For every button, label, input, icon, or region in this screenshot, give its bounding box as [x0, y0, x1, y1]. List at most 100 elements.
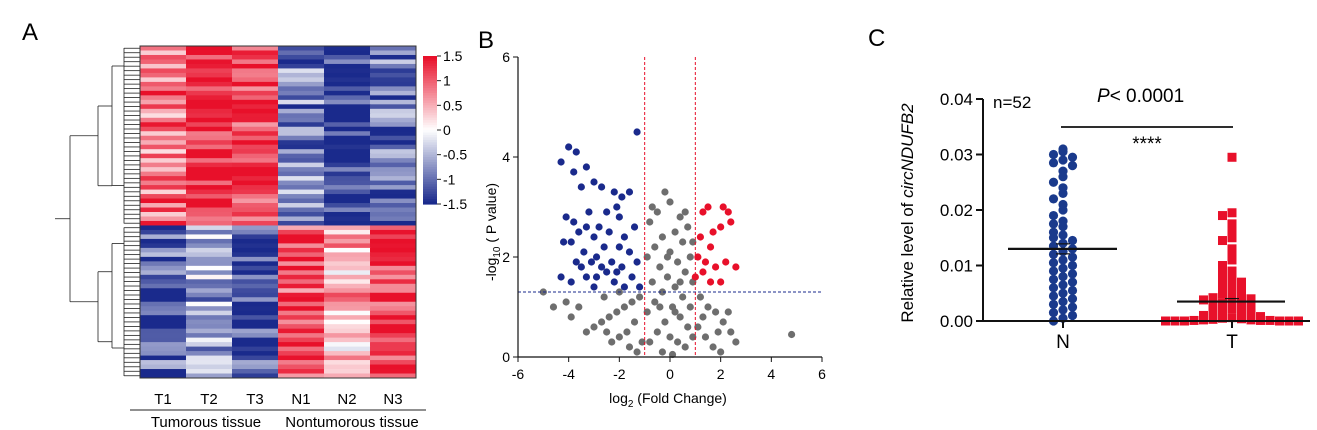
- colorbar-segment: [423, 90, 437, 94]
- heatmap-cell: [186, 153, 233, 159]
- dot-point-N: [1067, 294, 1078, 304]
- heatmap-cell: [186, 194, 233, 200]
- heatmap-cell: [324, 86, 371, 92]
- heatmap-cell: [370, 180, 417, 186]
- heatmap-cell: [186, 158, 233, 164]
- heatmap-cell: [232, 225, 279, 231]
- heatmap-cell: [140, 194, 187, 200]
- volcano-point-down: [610, 278, 618, 286]
- heatmap-cell: [278, 194, 325, 200]
- heatmap-cell: [140, 310, 187, 316]
- dot-point-T: [1246, 294, 1256, 304]
- volcano-point-up: [706, 243, 715, 251]
- dotplot-panel: 0.00 0.01 0.02 0.03 0.04 N T Relative level of …: [898, 86, 1310, 353]
- heatmap-cell: [140, 342, 187, 348]
- dot-point-N: [1048, 158, 1059, 168]
- heatmap-cell: [324, 140, 371, 146]
- heatmap-cell: [186, 373, 233, 379]
- dot-point-T: [1227, 255, 1237, 265]
- heatmap-cell: [278, 198, 325, 204]
- heatmap-cell: [140, 104, 187, 110]
- heatmap-cell: [278, 86, 325, 92]
- heatmap-cell: [232, 301, 279, 307]
- colorbar-segment: [423, 78, 437, 82]
- heatmap-cell: [140, 72, 187, 78]
- heatmap-cell: [140, 315, 187, 321]
- volcano-point-down: [590, 233, 598, 241]
- heatmap-cell: [278, 288, 325, 294]
- heatmap-cell: [278, 247, 325, 253]
- heatmap-cell: [232, 153, 279, 159]
- heatmap-cell: [232, 315, 279, 321]
- dotplot-points: [1048, 144, 1303, 326]
- colorbar-segment: [423, 125, 437, 129]
- heatmap-cell: [324, 288, 371, 294]
- colorbar-segment: [423, 199, 437, 203]
- heatmap-cell: [232, 234, 279, 240]
- heatmap-cell: [186, 81, 233, 87]
- volcano-point-up: [709, 228, 717, 236]
- heatmap-cell: [232, 256, 279, 262]
- heatmap-cell: [232, 162, 279, 168]
- dot-point-T: [1246, 315, 1256, 325]
- heatmap-cell: [186, 140, 233, 146]
- colorbar-segment: [423, 137, 437, 141]
- heatmap-cell: [324, 265, 371, 271]
- heatmap-cell: [186, 144, 233, 150]
- colorbar-segment: [423, 88, 437, 92]
- dot-point-T: [1227, 272, 1237, 282]
- heatmap-cell: [186, 180, 233, 186]
- dot-point-T: [1208, 308, 1218, 318]
- volcano-point-ns: [663, 273, 672, 281]
- dot-point-T: [1218, 211, 1227, 221]
- heatmap-cell: [278, 54, 325, 60]
- volcano-point-up: [717, 278, 725, 286]
- heatmap-cell: [140, 54, 187, 60]
- colorbar-segment: [423, 80, 437, 84]
- volcano-point-ns: [613, 308, 621, 316]
- heatmap-cell: [232, 135, 279, 141]
- volcano-point-down: [600, 243, 608, 251]
- heatmap-cell: [140, 306, 187, 312]
- x-tick-label: T: [1226, 332, 1238, 353]
- volcano-point-ns: [671, 283, 679, 291]
- colorbar-segment: [423, 95, 437, 99]
- heatmap-cell: [370, 234, 417, 240]
- heatmap-cell: [278, 369, 325, 375]
- heatmap-cell: [324, 216, 371, 222]
- volcano-point-ns: [575, 303, 583, 311]
- heatmap-cell: [186, 328, 233, 334]
- heatmap-cell: [186, 319, 233, 325]
- heatmap-cell: [370, 220, 417, 226]
- colorbar-segment: [423, 191, 437, 195]
- colorbar-segment: [423, 162, 437, 166]
- heatmap-cell: [140, 265, 187, 271]
- heatmap-cell: [278, 212, 325, 217]
- heatmap-cell: [324, 220, 371, 226]
- heatmap-cell: [186, 90, 233, 96]
- volcano-point-ns: [681, 343, 689, 351]
- heatmap-cell: [278, 373, 325, 379]
- heatmap-cell: [370, 306, 417, 312]
- volcano-point-ns: [732, 338, 740, 346]
- colorbar-segment: [423, 134, 437, 138]
- heatmap-cell: [186, 297, 233, 303]
- heatmap-cell: [278, 351, 325, 357]
- heatmap-cell: [232, 194, 279, 200]
- dot-point-N: [1048, 266, 1059, 276]
- heatmap-cell: [324, 95, 371, 101]
- heatmap-cell: [232, 342, 279, 348]
- colorbar-segment: [423, 110, 437, 114]
- heatmap-cell: [140, 225, 187, 231]
- heatmap-cell: [140, 185, 187, 191]
- heatmap-cell: [232, 176, 279, 182]
- heatmap-cell: [370, 140, 417, 146]
- heatmap-cell: [370, 144, 417, 150]
- heatmap-cell: [278, 297, 325, 303]
- dot-point-N: [1048, 291, 1059, 301]
- heatmap-cell: [140, 292, 187, 298]
- volcano-point-ns: [671, 308, 679, 316]
- heatmap-cell: [232, 324, 279, 330]
- dot-point-T: [1208, 314, 1218, 324]
- volcano-point-up: [704, 203, 712, 211]
